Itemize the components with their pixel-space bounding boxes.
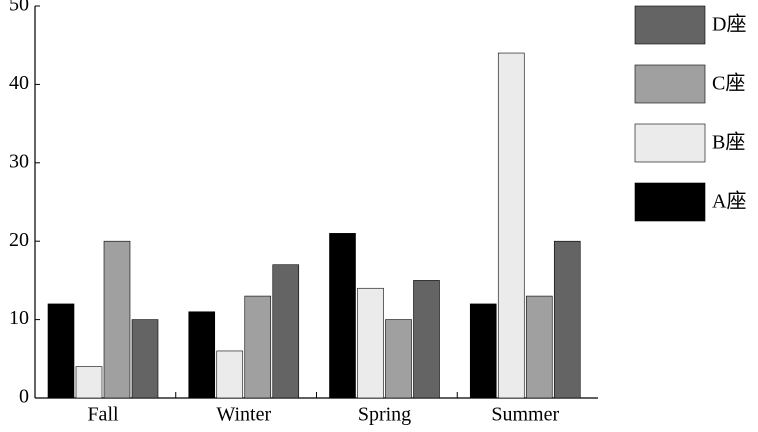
y-tick-label: 20 — [9, 229, 29, 251]
y-tick-label: 30 — [9, 150, 29, 172]
x-tick-label: Fall — [87, 404, 119, 426]
legend-label: B座 — [712, 131, 745, 154]
bar — [188, 311, 216, 399]
legend-label: C座 — [712, 72, 745, 95]
legend-swatch — [634, 182, 706, 222]
bar — [131, 319, 159, 399]
legend-swatch — [634, 64, 706, 104]
bar — [469, 303, 497, 399]
y-tick-label: 0 — [19, 386, 29, 408]
bar — [103, 240, 131, 399]
legend-label: A座 — [712, 190, 746, 213]
x-tick-label: Spring — [358, 404, 411, 426]
bar — [75, 366, 103, 399]
bar — [47, 303, 75, 399]
bar — [272, 264, 300, 399]
x-tick-label: Winter — [216, 404, 271, 426]
legend-label: D座 — [712, 13, 746, 36]
bar — [385, 319, 412, 399]
legend-swatch — [634, 123, 706, 163]
y-tick-label: 10 — [9, 307, 29, 329]
bar — [497, 52, 525, 399]
bar — [413, 280, 440, 399]
bar — [357, 287, 384, 399]
bar — [525, 295, 553, 399]
bar — [329, 233, 356, 399]
bar — [216, 350, 244, 399]
y-tick-label: 50 — [9, 0, 29, 16]
bar — [553, 240, 581, 399]
x-tick-label: Summer — [491, 404, 559, 426]
bar — [244, 295, 272, 399]
legend-swatch — [634, 5, 706, 45]
y-tick-label: 40 — [9, 72, 29, 94]
